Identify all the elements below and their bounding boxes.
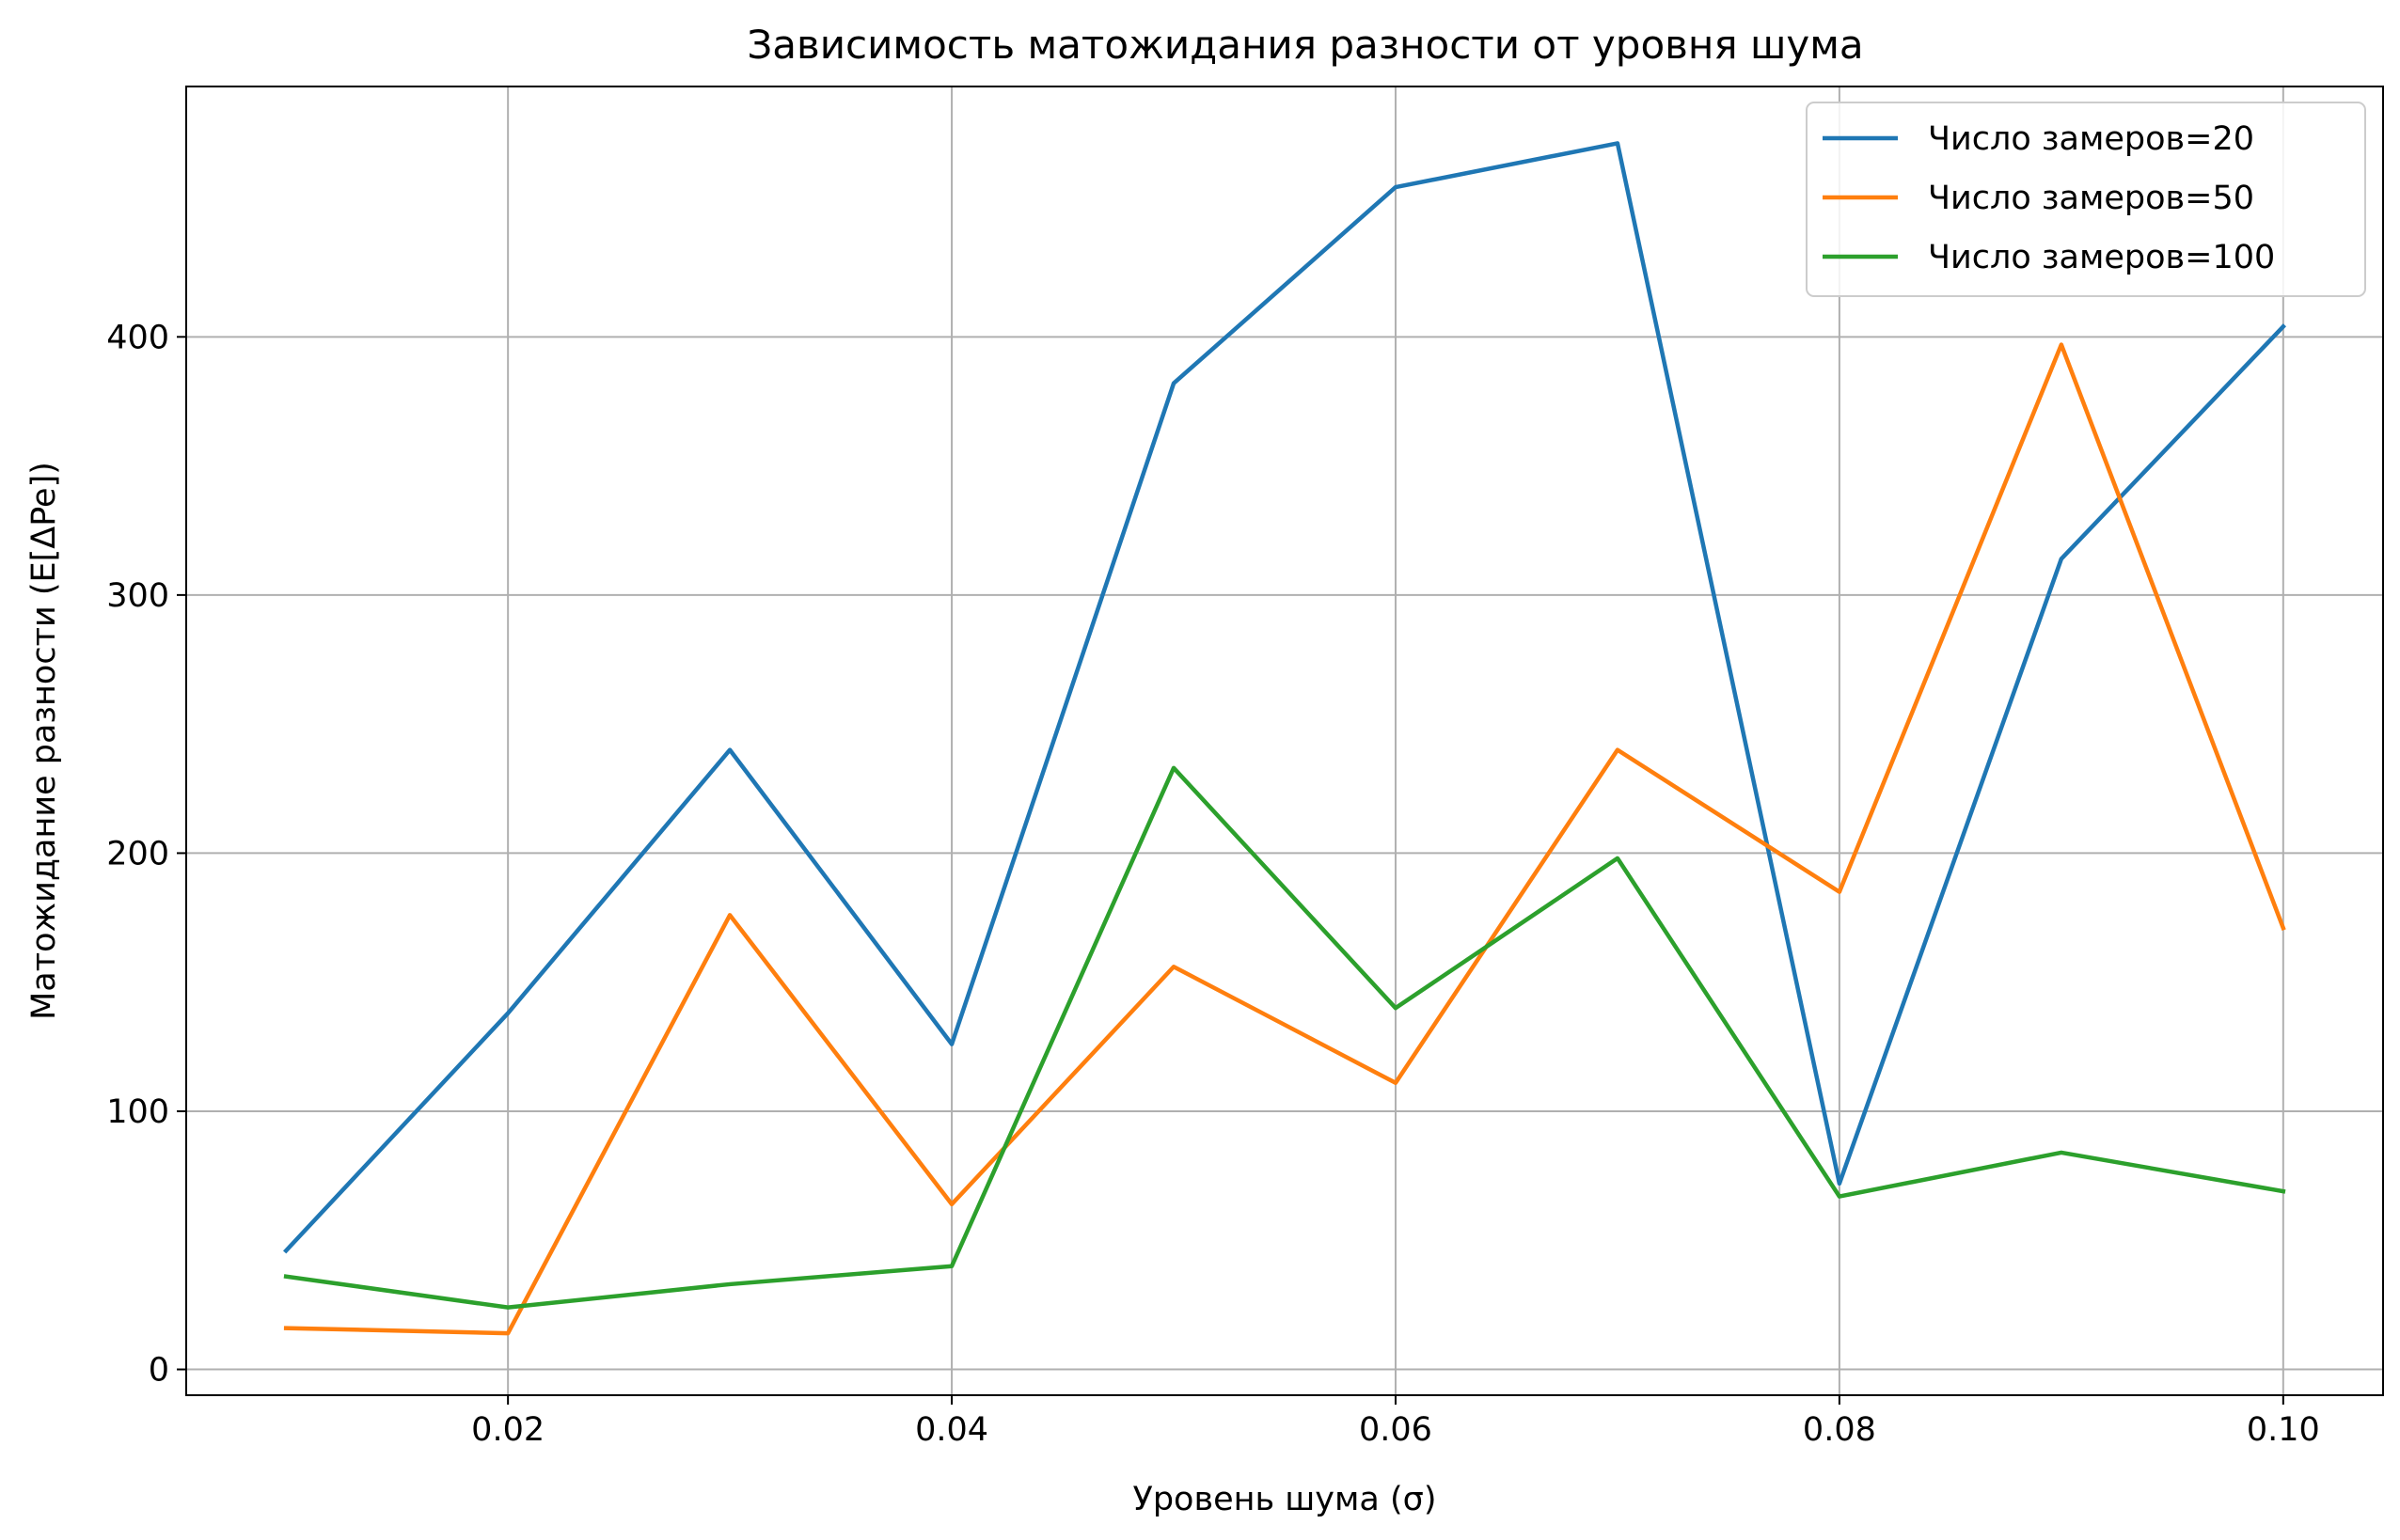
x-tick-label: 0.06 [1359,1411,1432,1449]
series-3-point [730,1283,731,1284]
series-3-point [1395,1008,1396,1009]
y-axis-ticks: 0 100 200 300 400 [106,319,186,1390]
series-3-point [508,1307,509,1308]
x-axis-label: Уровень шума (σ) [1133,1481,1437,1518]
x-tick-label: 0.04 [915,1411,988,1449]
series-2-point [508,1333,509,1334]
series-2-point [2282,928,2283,929]
series-2-point [1174,966,1175,967]
series-1-point [952,1044,953,1045]
series-3-point [2282,1191,2283,1192]
y-tick-label: 300 [106,577,169,615]
legend-label-1: Число замеров=20 [1928,120,2254,158]
series-lines [282,141,2287,1336]
x-tick-label: 0.08 [1803,1411,1876,1449]
x-tick-label: 0.02 [471,1411,545,1449]
legend-label-2: Число замеров=50 [1928,180,2254,217]
legend: Число замеров=20 Число замеров=50 Число за… [1806,102,2366,297]
x-axis-ticks: 0.02 0.04 0.06 0.08 0.10 [471,1395,2320,1449]
series-2-point [730,915,731,916]
chart-title: Зависимость матожидания разности от уров… [747,22,1863,68]
series-2-point [1395,1082,1396,1083]
series-line-3 [283,765,2286,1310]
plot-area [186,86,2383,1395]
series-1-point [508,1013,509,1014]
series-1-point [1174,383,1175,384]
series-line-1 [282,141,2287,1254]
series-1-point [730,749,731,750]
series-3-point [286,1276,287,1277]
legend-box [1806,102,2366,297]
series-2-point [1617,749,1618,750]
series-2-point [952,1203,953,1204]
y-tick-label: 200 [106,835,169,872]
y-axis-label: Матожидание разности (E[ΔPe]) [25,462,63,1020]
series-3-point [952,1265,953,1266]
y-tick-label: 100 [106,1093,169,1131]
plot-frame [185,86,2384,1396]
y-tick-label: 400 [106,319,169,356]
series-1-point [2282,326,2283,327]
series-3-point [1174,767,1175,768]
series-1-point [1617,143,1618,144]
series-3-point [1617,857,1618,858]
y-tick-label: 0 [149,1352,169,1390]
legend-label-3: Число замеров=100 [1928,239,2275,276]
series-1-point [1395,187,1396,188]
series-line-2 [283,342,2286,1336]
series-1-point [286,1250,287,1251]
x-tick-label: 0.10 [2247,1411,2320,1449]
